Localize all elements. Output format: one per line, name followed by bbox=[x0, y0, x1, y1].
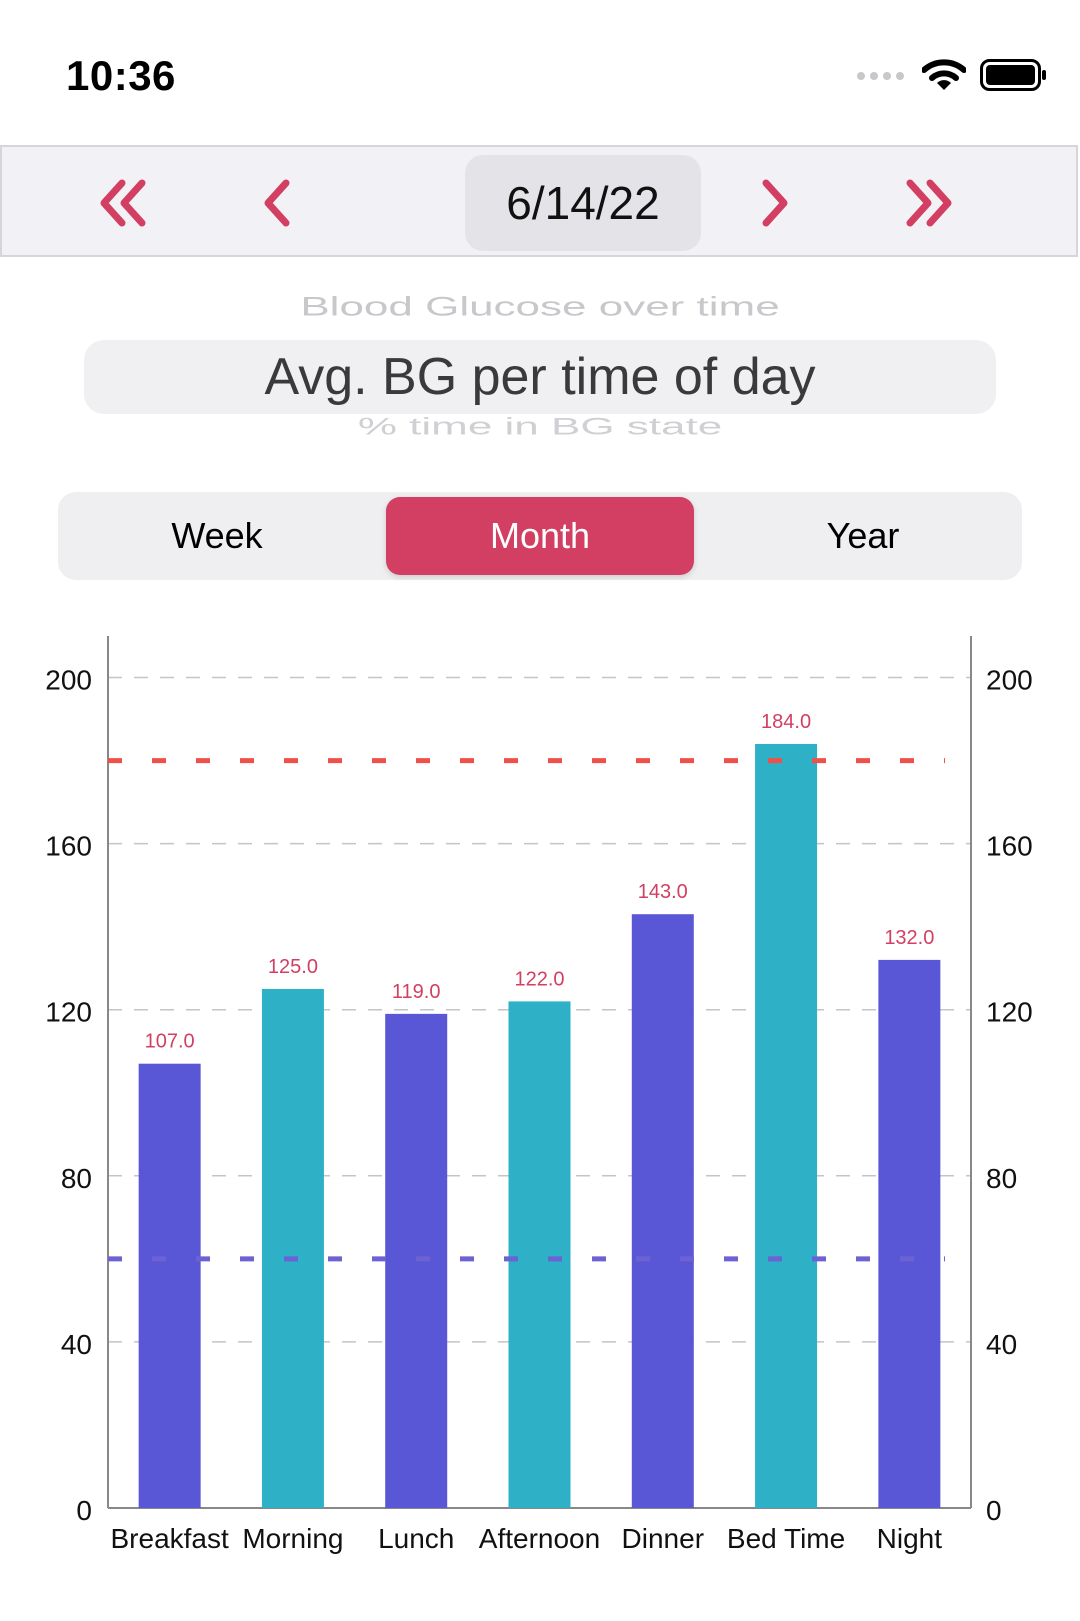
bar bbox=[508, 1001, 571, 1508]
segment-year[interactable]: Year bbox=[826, 515, 900, 556]
bar bbox=[631, 914, 694, 1508]
bar bbox=[755, 743, 818, 1508]
bar-value-label: 107.0 bbox=[145, 1031, 195, 1053]
picker-option-below[interactable]: % time in BG state bbox=[357, 413, 723, 441]
x-category-label: Morning bbox=[242, 1523, 343, 1554]
x-category-label: Lunch bbox=[378, 1523, 454, 1554]
bar-value-label: 122.0 bbox=[514, 968, 564, 990]
chevron-right-icon bbox=[762, 179, 788, 227]
next-button[interactable] bbox=[744, 173, 804, 233]
x-category-label: Afternoon bbox=[479, 1523, 600, 1554]
bar-value-label: 132.0 bbox=[884, 927, 934, 949]
bar-value-label: 119.0 bbox=[392, 981, 441, 1003]
y-tick-label-left: 200 bbox=[45, 665, 92, 696]
chart-type-picker[interactable]: Blood Glucose over time Avg. BG per time… bbox=[0, 290, 1080, 450]
bar-chart: 0 0 40 40 80 80 120 120 160 160 200 200 107.0 Breakfa… bbox=[45, 636, 1033, 1554]
bar bbox=[261, 988, 324, 1508]
wifi-icon bbox=[922, 59, 966, 90]
segment-month[interactable]: Month bbox=[386, 497, 694, 575]
y-tick-label-right: 0 bbox=[986, 1495, 1002, 1526]
y-tick-label-left: 80 bbox=[61, 1163, 92, 1194]
segment-week[interactable]: Week bbox=[171, 515, 263, 556]
picker-option-above[interactable]: Blood Glucose over time bbox=[300, 292, 780, 322]
y-tick-label-right: 120 bbox=[986, 997, 1033, 1028]
y-tick-label-left: 0 bbox=[76, 1495, 92, 1526]
double-chevron-right-icon bbox=[906, 179, 952, 227]
y-tick-label-right: 160 bbox=[986, 831, 1033, 862]
period-segmented-control: Week Month Year bbox=[58, 492, 1022, 580]
chevron-left-icon bbox=[264, 179, 290, 227]
x-category-label: Dinner bbox=[622, 1523, 704, 1554]
jump-forward-button[interactable] bbox=[898, 173, 958, 233]
double-chevron-left-icon bbox=[100, 179, 146, 227]
picker-selected-option[interactable]: Avg. BG per time of day bbox=[84, 340, 996, 414]
date-navigation-bar: 6/14/22 bbox=[0, 145, 1078, 257]
y-tick-label-right: 40 bbox=[986, 1329, 1017, 1360]
date-display[interactable]: 6/14/22 bbox=[465, 155, 701, 251]
bar-value-label: 143.0 bbox=[638, 881, 688, 903]
x-category-label: Bed Time bbox=[727, 1523, 845, 1554]
x-category-label: Night bbox=[877, 1523, 943, 1554]
x-category-label: Breakfast bbox=[111, 1523, 229, 1554]
status-time: 10:36 bbox=[66, 52, 176, 99]
previous-button[interactable] bbox=[248, 173, 308, 233]
y-tick-label-right: 80 bbox=[986, 1163, 1017, 1194]
bar-value-label: 184.0 bbox=[761, 711, 811, 733]
y-tick-label-left: 40 bbox=[61, 1329, 92, 1360]
status-icons bbox=[856, 58, 1048, 92]
bar bbox=[878, 959, 941, 1508]
signal-dots-icon bbox=[857, 72, 904, 80]
bar bbox=[138, 1063, 201, 1508]
jump-back-button[interactable] bbox=[94, 173, 154, 233]
bar-value-label: 125.0 bbox=[268, 956, 318, 978]
y-tick-label-left: 120 bbox=[45, 997, 92, 1028]
y-tick-label-right: 200 bbox=[986, 665, 1033, 696]
y-tick-label-left: 160 bbox=[45, 831, 92, 862]
battery-icon bbox=[980, 59, 1046, 91]
